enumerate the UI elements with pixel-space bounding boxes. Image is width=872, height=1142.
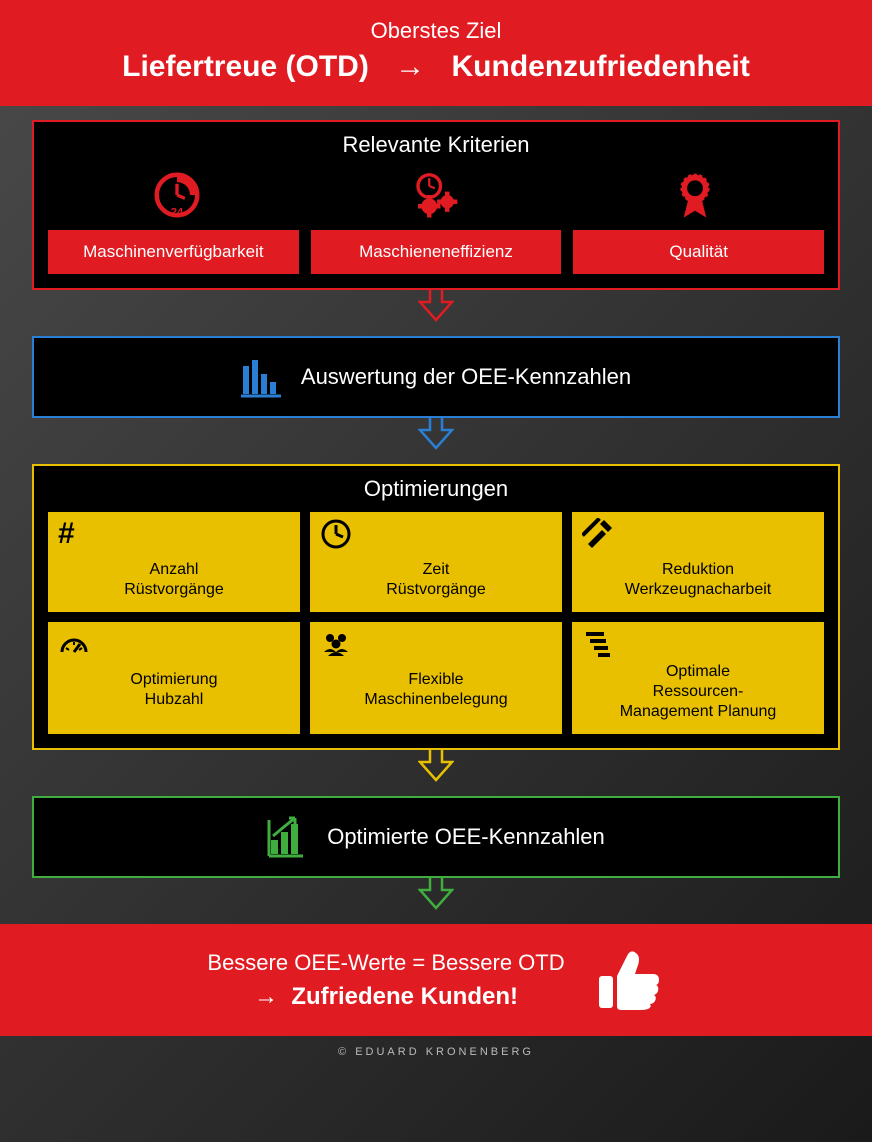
arrow-right-icon: → [254, 983, 278, 1010]
optimierte-section: Optimierte OEE-Kennzahlen [32, 796, 840, 878]
kriterien-box: Qualität [573, 230, 824, 274]
header-banner: Oberstes Ziel Liefertreue (OTD) → Kunden… [0, 0, 872, 106]
credit-text: © EDUARD KRONENBERG [0, 1046, 872, 1058]
ribbon-icon [668, 168, 722, 222]
optimierungen-grid: # AnzahlRüstvorgänge ZeitRüstvorgänge Re… [48, 512, 824, 734]
arrow-down-icon [418, 876, 454, 910]
opt-label: OptimierungHubzahl [58, 670, 290, 710]
kriterien-box: Maschieneneffizienz [311, 230, 562, 274]
opt-box: FlexibleMaschinenbelegung [310, 622, 562, 734]
header-left: Liefertreue (OTD) [122, 50, 369, 83]
clock-24-icon: 24 [150, 168, 204, 222]
optimierte-label: Optimierte OEE-Kennzahlen [327, 824, 605, 850]
header-main: Liefertreue (OTD) → Kundenzufriedenheit [0, 50, 872, 84]
flow-arrow [0, 876, 872, 910]
opt-box: OptimaleRessourcen-Management Planung [572, 622, 824, 734]
footer-line2: → Zufriedene Kunden! [207, 979, 564, 1015]
gantt-icon [582, 628, 614, 660]
opt-label: ReduktionWerkzeugnacharbeit [582, 560, 814, 600]
arrow-down-icon [418, 288, 454, 322]
opt-label: OptimaleRessourcen-Management Planung [582, 662, 814, 722]
tools-icon [582, 518, 614, 550]
flow-arrow [0, 288, 872, 322]
gears-clock-icon [409, 168, 463, 222]
people-icon [320, 628, 352, 660]
gauge-icon [58, 628, 90, 660]
opt-box: OptimierungHubzahl [48, 622, 300, 734]
opt-box: # AnzahlRüstvorgänge [48, 512, 300, 612]
flow-arrow [0, 416, 872, 450]
kriterien-title: Relevante Kriterien [48, 132, 824, 158]
optimierungen-title: Optimierungen [48, 476, 824, 502]
thumbs-up-icon [593, 944, 665, 1016]
kriterien-icons-row: 24 [48, 168, 824, 222]
hash-icon: # [58, 518, 90, 550]
chart-up-icon [267, 816, 309, 858]
header-right: Kundenzufriedenheit [452, 50, 750, 83]
clock-icon [320, 518, 352, 550]
opt-label: ZeitRüstvorgänge [320, 560, 552, 600]
header-subtitle: Oberstes Ziel [0, 18, 872, 44]
flow-arrow [0, 748, 872, 782]
arrow-down-icon [418, 416, 454, 450]
footer-banner: Bessere OEE-Werte = Bessere OTD → Zufrie… [0, 924, 872, 1036]
opt-label: AnzahlRüstvorgänge [58, 560, 290, 600]
kriterien-boxes: Maschinenverfügbarkeit Maschieneneffizie… [48, 230, 824, 274]
opt-label: FlexibleMaschinenbelegung [320, 670, 552, 710]
opt-box: ReduktionWerkzeugnacharbeit [572, 512, 824, 612]
footer-line1: Bessere OEE-Werte = Bessere OTD [207, 946, 564, 979]
auswertung-label: Auswertung der OEE-Kennzahlen [301, 364, 631, 390]
kriterien-box: Maschinenverfügbarkeit [48, 230, 299, 274]
svg-text:24: 24 [171, 206, 184, 218]
opt-box: ZeitRüstvorgänge [310, 512, 562, 612]
bar-chart-icon [241, 356, 283, 398]
footer-text: Bessere OEE-Werte = Bessere OTD → Zufrie… [207, 946, 564, 1015]
auswertung-section: Auswertung der OEE-Kennzahlen [32, 336, 840, 418]
arrow-right-icon: → [395, 50, 425, 83]
optimierungen-section: Optimierungen # AnzahlRüstvorgänge ZeitR… [32, 464, 840, 750]
arrow-down-icon [418, 748, 454, 782]
kriterien-section: Relevante Kriterien 24 Maschinenverfügba… [32, 120, 840, 290]
